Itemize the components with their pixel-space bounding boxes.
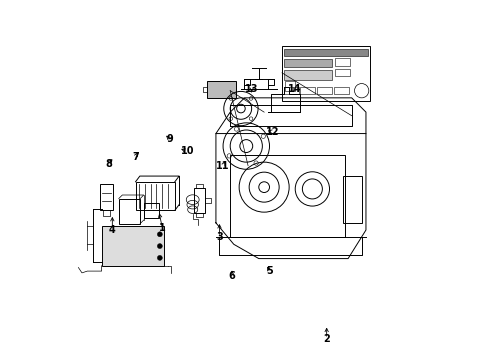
Bar (282, 46, 369, 102)
Text: 10: 10 (180, 147, 194, 157)
Bar (333, 87, 348, 94)
Bar (283, 70, 331, 80)
Bar (334, 58, 349, 66)
Bar (100, 184, 113, 210)
Text: 6: 6 (228, 271, 235, 282)
Bar (284, 81, 294, 91)
Bar (283, 87, 298, 94)
Bar (143, 203, 159, 217)
Circle shape (157, 255, 162, 260)
Bar (194, 188, 205, 213)
Bar (135, 182, 175, 210)
Text: 11: 11 (216, 161, 229, 171)
Text: 7: 7 (132, 152, 139, 162)
Bar (283, 59, 331, 67)
Text: 9: 9 (166, 134, 172, 144)
Circle shape (157, 244, 162, 249)
Bar (206, 81, 235, 98)
Text: 2: 2 (323, 334, 329, 344)
Bar (334, 68, 349, 76)
Text: 8: 8 (105, 159, 112, 169)
Text: 3: 3 (216, 232, 223, 242)
Bar (119, 199, 140, 224)
Text: 13: 13 (244, 84, 258, 94)
Bar (342, 176, 362, 223)
Text: 1: 1 (159, 223, 165, 233)
Bar (316, 87, 331, 94)
Text: 12: 12 (266, 127, 279, 137)
Bar (283, 49, 367, 56)
Bar (230, 155, 344, 237)
Bar (300, 87, 315, 94)
Circle shape (157, 232, 162, 237)
Text: 4: 4 (109, 225, 116, 235)
Bar (102, 226, 164, 266)
Text: 5: 5 (265, 266, 272, 276)
Text: 14: 14 (287, 84, 301, 94)
